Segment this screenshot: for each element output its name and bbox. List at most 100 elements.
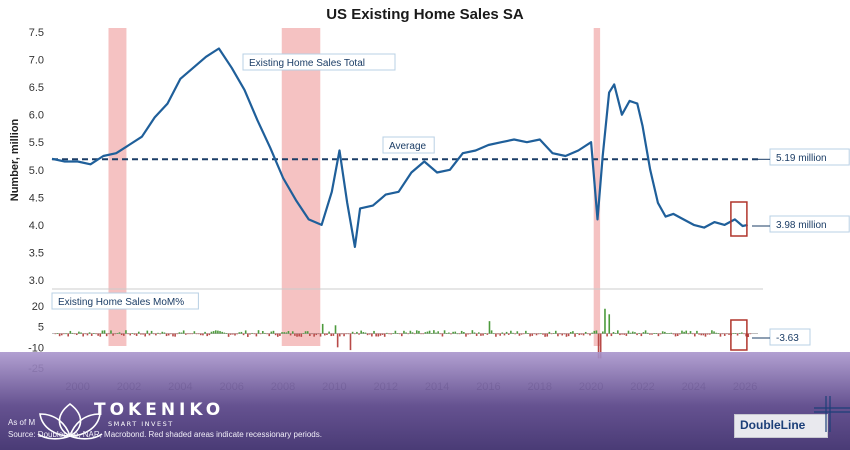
mom-bar	[306, 331, 309, 334]
mom-bar	[309, 333, 311, 336]
mom-bar	[78, 331, 80, 334]
mom-bar	[242, 333, 245, 336]
mom-latest-value-box	[769, 328, 811, 346]
mom-bar	[646, 332, 649, 334]
mom-bar	[341, 333, 343, 335]
mom-bar	[535, 333, 538, 336]
mom-y-tick-label: 5	[38, 322, 44, 334]
mom-bar	[435, 332, 437, 334]
mom-bar	[409, 330, 412, 334]
mom-bar	[386, 332, 388, 334]
mom-bar	[392, 333, 395, 334]
y-axis-label: Number, million	[9, 118, 21, 201]
doubleline-logo-text: DoubleLine	[740, 418, 806, 432]
watermark-band	[0, 352, 850, 450]
latest-highlight-box	[730, 201, 748, 237]
mom-bar	[403, 330, 405, 334]
mom-bar	[377, 333, 380, 337]
mom-bar	[97, 333, 99, 336]
mom-bar	[420, 333, 422, 335]
mom-bar	[251, 332, 253, 334]
mom-bar	[296, 333, 298, 337]
mom-bar	[135, 333, 138, 336]
mom-bar	[655, 333, 658, 334]
mom-bar	[629, 332, 632, 334]
mom-bar	[356, 331, 358, 334]
mom-bar	[745, 333, 747, 337]
mom-bar	[708, 333, 711, 335]
mom-bar	[174, 333, 176, 337]
mom-bar	[591, 332, 593, 334]
mom-bar	[75, 333, 78, 336]
mom-bar	[666, 333, 668, 334]
mom-bar	[217, 330, 219, 334]
mom-bar	[182, 330, 185, 334]
mom-bar	[285, 332, 288, 334]
annotation-latest-value-box	[769, 215, 850, 233]
mom-bar	[332, 333, 335, 336]
mom-bar	[279, 333, 281, 336]
mom-bar	[527, 333, 529, 334]
mom-bar	[345, 333, 348, 335]
mom-bar	[54, 333, 57, 335]
mom-bar	[336, 333, 339, 348]
mom-bar	[698, 333, 700, 335]
mom-bar	[693, 333, 696, 337]
annotation-average-value: 5.19 million	[776, 153, 827, 164]
mom-bar	[225, 333, 228, 334]
mom-bar	[383, 333, 386, 337]
annotation-average-label-box	[382, 136, 435, 154]
mom-bar	[664, 331, 666, 334]
mom-bar	[689, 331, 692, 334]
mom-bar	[398, 333, 401, 335]
mom-bar	[283, 332, 285, 334]
y-tick-label: 5.5	[29, 137, 44, 149]
source-note: Source: DoubleLine, NAR, Macrobond. Red …	[8, 430, 322, 439]
mom-bar	[747, 333, 750, 337]
mom-bar	[274, 333, 277, 336]
mom-bar	[728, 333, 730, 335]
mom-bar	[518, 333, 521, 336]
mom-bar	[463, 332, 465, 334]
mom-bar	[497, 333, 499, 335]
mom-bar	[454, 331, 457, 334]
mom-bar	[170, 333, 172, 335]
mom-bar	[199, 333, 202, 336]
mom-bar	[108, 333, 110, 335]
mom-bar	[191, 333, 194, 335]
mom-bar	[253, 333, 256, 335]
mom-bar	[219, 331, 221, 334]
mom-bar	[700, 333, 703, 336]
mom-bar	[651, 333, 653, 335]
mom-bar	[679, 333, 681, 335]
mom-bar	[315, 333, 318, 336]
mom-bar	[743, 333, 745, 335]
mom-bar	[236, 333, 238, 335]
mom-bar	[550, 333, 553, 335]
mom-bar	[287, 331, 290, 334]
mom-bar	[223, 332, 226, 334]
mom-bar	[208, 333, 211, 336]
mom-bar	[172, 333, 174, 337]
mom-bar	[525, 330, 527, 334]
mom-bar	[210, 331, 213, 334]
mom-bar	[602, 331, 604, 334]
mom-bar	[505, 331, 508, 334]
mom-bar	[159, 333, 161, 335]
mom-bar	[229, 333, 232, 335]
mom-bar	[118, 332, 121, 334]
mom-bar	[544, 333, 546, 337]
mom-bar	[540, 333, 542, 335]
mom-bar	[311, 333, 313, 335]
mom-bar	[683, 331, 685, 334]
mom-bar	[437, 331, 439, 334]
y-tick-label: 7.0	[29, 55, 44, 67]
mom-bar	[234, 333, 236, 336]
doubleline-logo	[734, 414, 828, 438]
mom-bar	[214, 330, 217, 334]
mom-bar	[480, 333, 482, 336]
mom-bar	[60, 333, 63, 336]
mom-bar	[537, 333, 540, 335]
y-tick-label: 4.0	[29, 220, 44, 232]
mom-bar	[298, 333, 300, 337]
